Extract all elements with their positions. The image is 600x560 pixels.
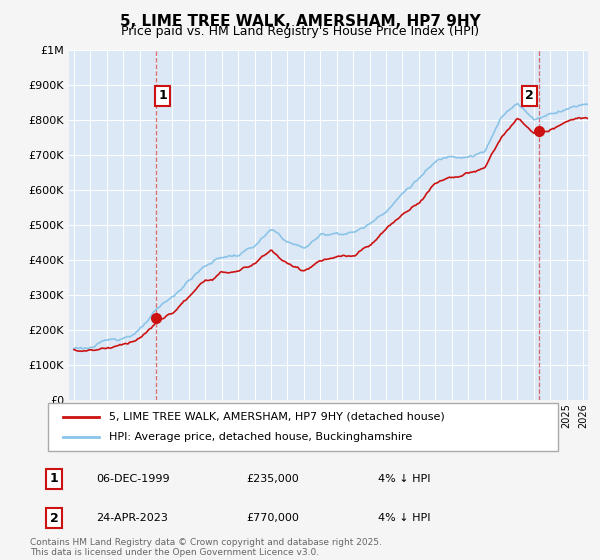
Text: 24-APR-2023: 24-APR-2023 — [96, 513, 168, 523]
Text: 4% ↓ HPI: 4% ↓ HPI — [378, 513, 431, 523]
Text: 5, LIME TREE WALK, AMERSHAM, HP7 9HY (detached house): 5, LIME TREE WALK, AMERSHAM, HP7 9HY (de… — [109, 412, 445, 422]
Text: 5, LIME TREE WALK, AMERSHAM, HP7 9HY: 5, LIME TREE WALK, AMERSHAM, HP7 9HY — [119, 14, 481, 29]
Text: Contains HM Land Registry data © Crown copyright and database right 2025.
This d: Contains HM Land Registry data © Crown c… — [30, 538, 382, 557]
Text: HPI: Average price, detached house, Buckinghamshire: HPI: Average price, detached house, Buck… — [109, 432, 412, 442]
Text: Price paid vs. HM Land Registry's House Price Index (HPI): Price paid vs. HM Land Registry's House … — [121, 25, 479, 38]
FancyBboxPatch shape — [48, 403, 558, 451]
Text: £235,000: £235,000 — [246, 474, 299, 484]
Text: 06-DEC-1999: 06-DEC-1999 — [96, 474, 170, 484]
Text: 2: 2 — [524, 90, 533, 102]
Text: 2: 2 — [50, 511, 58, 525]
Text: 1: 1 — [158, 90, 167, 102]
Text: 1: 1 — [50, 472, 58, 486]
Text: £770,000: £770,000 — [246, 513, 299, 523]
Text: 4% ↓ HPI: 4% ↓ HPI — [378, 474, 431, 484]
